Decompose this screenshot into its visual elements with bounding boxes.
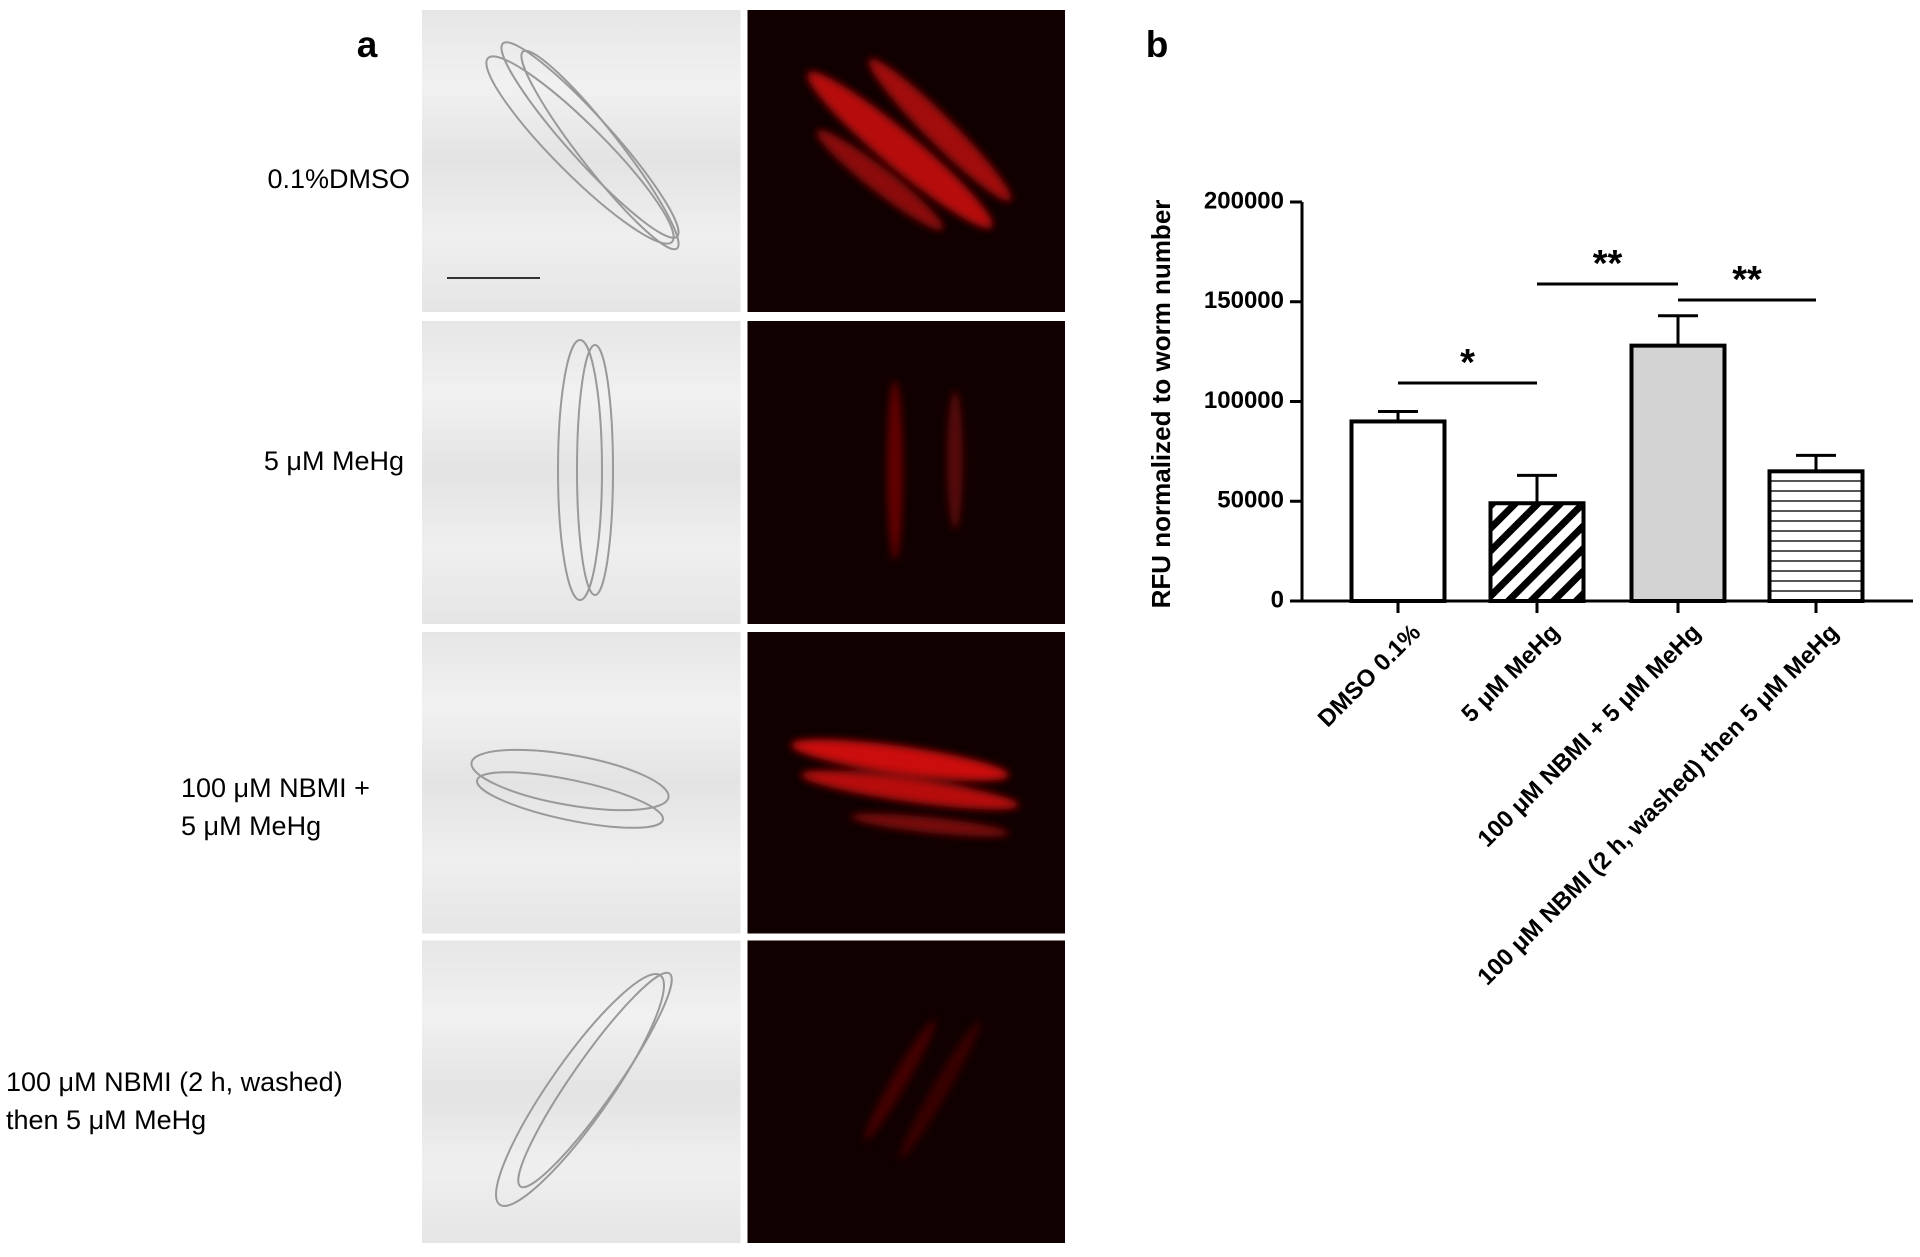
condition-label: 5 μM MeHg xyxy=(181,811,321,841)
bar xyxy=(1629,343,1727,604)
y-tick-label: 0 xyxy=(1271,586,1284,613)
condition-labels: 0.1%DMSO 5 μM MeHg 100 μM NBMI + 5 μM MeHg 1… xyxy=(6,164,410,1135)
y-axis-label: RFU normalized to worm number xyxy=(1146,200,1176,609)
panel-label: a xyxy=(357,24,378,65)
significance-label: * xyxy=(1460,342,1475,384)
y-tick-label: 150000 xyxy=(1204,287,1284,314)
condition-label: then 5 μM MeHg xyxy=(6,1105,206,1135)
x-tick-label: DMSO 0.1% xyxy=(1313,619,1426,732)
bar xyxy=(1349,419,1447,604)
micrographs xyxy=(422,10,1065,1243)
condition-label: 5 μM MeHg xyxy=(264,446,404,476)
x-tick-label: 100 μM NBMI + 5 μM MeHg xyxy=(1472,619,1706,853)
y-tick-label: 50000 xyxy=(1217,487,1284,514)
y-tick-label: 200000 xyxy=(1204,187,1284,214)
x-tick-label: 5 μM MeHg xyxy=(1456,619,1565,728)
significance-label: ** xyxy=(1593,243,1623,285)
condition-label: 100 μM NBMI + xyxy=(181,773,370,803)
condition-label: 0.1%DMSO xyxy=(267,164,410,194)
panel-label: b xyxy=(1146,24,1169,65)
bar-chart: RFU normalized to worm number 0 50000 10000… xyxy=(1146,187,1913,991)
bar xyxy=(1767,469,1865,604)
y-tick-label: 100000 xyxy=(1204,387,1284,414)
condition-label: 100 μM NBMI (2 h, washed) xyxy=(6,1067,343,1097)
significance-label: ** xyxy=(1732,259,1762,301)
bar xyxy=(1488,501,1586,603)
